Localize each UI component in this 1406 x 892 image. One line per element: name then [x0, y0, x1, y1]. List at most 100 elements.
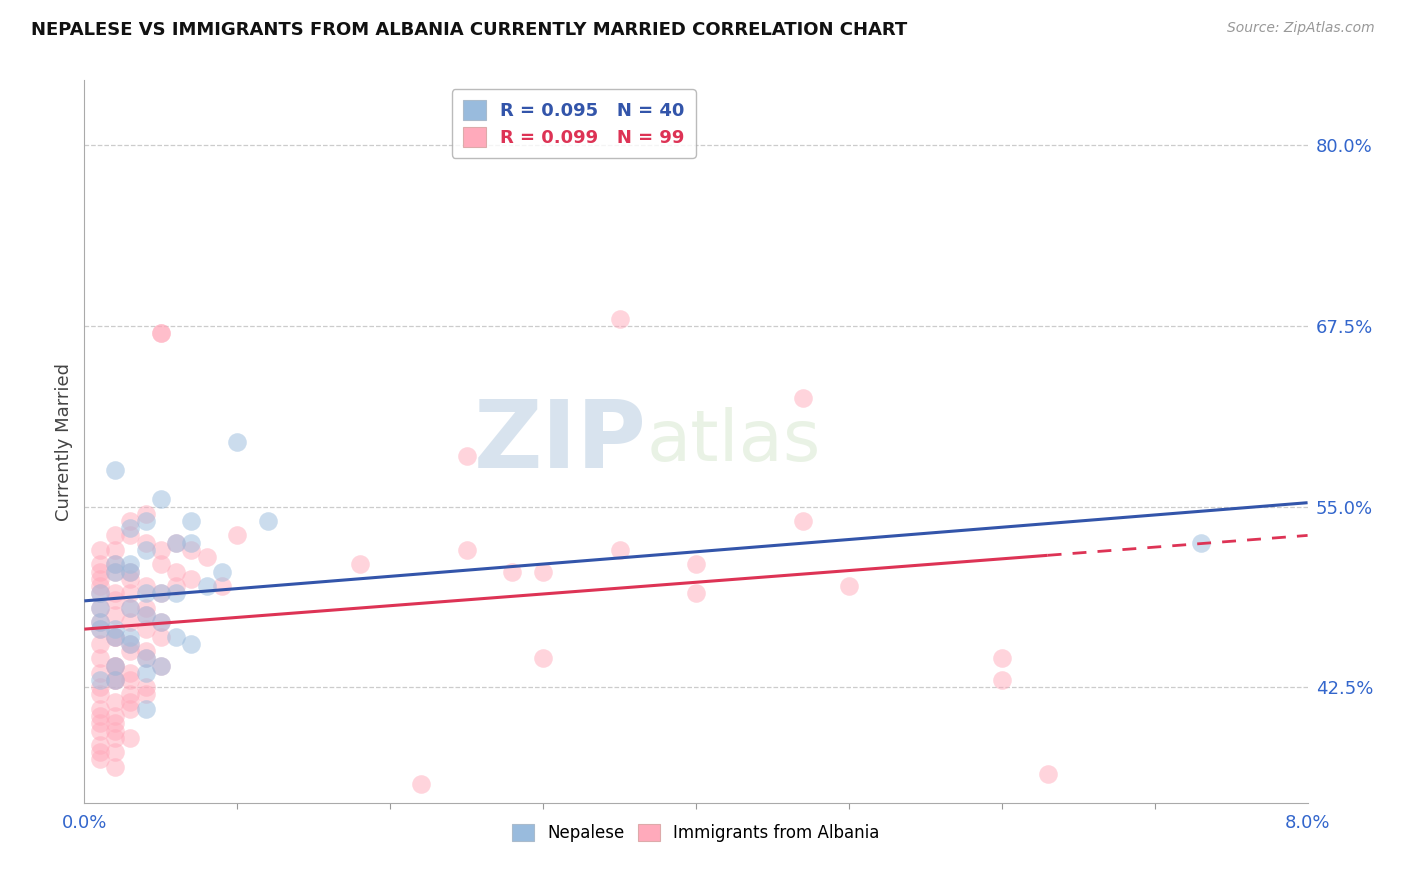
- Point: [991, 651, 1014, 665]
- Point: [149, 586, 172, 600]
- Point: [135, 623, 157, 637]
- Point: [135, 644, 157, 658]
- Point: [685, 558, 707, 572]
- Point: [211, 579, 233, 593]
- Point: [135, 607, 157, 622]
- Point: [685, 586, 707, 600]
- Point: [104, 593, 127, 607]
- Point: [165, 535, 187, 549]
- Point: [104, 673, 127, 687]
- Point: [120, 673, 142, 687]
- Point: [609, 311, 631, 326]
- Point: [120, 665, 142, 680]
- Point: [120, 695, 142, 709]
- Point: [89, 702, 111, 716]
- Point: [104, 607, 127, 622]
- Point: [104, 658, 127, 673]
- Point: [149, 558, 172, 572]
- Point: [838, 579, 860, 593]
- Point: [149, 658, 172, 673]
- Point: [257, 514, 280, 528]
- Point: [180, 637, 202, 651]
- Point: [89, 623, 111, 637]
- Point: [89, 565, 111, 579]
- Point: [89, 558, 111, 572]
- Point: [89, 738, 111, 752]
- Point: [120, 586, 142, 600]
- Point: [89, 723, 111, 738]
- Point: [89, 579, 111, 593]
- Point: [104, 630, 127, 644]
- Point: [149, 630, 172, 644]
- Point: [135, 651, 157, 665]
- Point: [89, 623, 111, 637]
- Point: [180, 572, 202, 586]
- Point: [226, 434, 249, 449]
- Point: [104, 630, 127, 644]
- Point: [531, 565, 554, 579]
- Point: [120, 565, 142, 579]
- Point: [135, 586, 157, 600]
- Point: [89, 687, 111, 701]
- Point: [89, 615, 111, 630]
- Point: [135, 680, 157, 694]
- Legend: Nepalese, Immigrants from Albania: Nepalese, Immigrants from Albania: [506, 817, 886, 848]
- Point: [104, 673, 127, 687]
- Point: [120, 637, 142, 651]
- Point: [135, 600, 157, 615]
- Point: [89, 586, 111, 600]
- Point: [89, 637, 111, 651]
- Point: [120, 600, 142, 615]
- Point: [89, 673, 111, 687]
- Point: [165, 579, 187, 593]
- Point: [104, 565, 127, 579]
- Point: [120, 600, 142, 615]
- Point: [89, 709, 111, 723]
- Point: [104, 630, 127, 644]
- Point: [89, 651, 111, 665]
- Point: [165, 535, 187, 549]
- Text: NEPALESE VS IMMIGRANTS FROM ALBANIA CURRENTLY MARRIED CORRELATION CHART: NEPALESE VS IMMIGRANTS FROM ALBANIA CURR…: [31, 21, 907, 39]
- Point: [104, 658, 127, 673]
- Point: [89, 586, 111, 600]
- Point: [104, 695, 127, 709]
- Point: [89, 745, 111, 759]
- Point: [89, 600, 111, 615]
- Point: [120, 565, 142, 579]
- Point: [409, 777, 432, 791]
- Point: [104, 731, 127, 745]
- Point: [89, 716, 111, 731]
- Point: [104, 745, 127, 759]
- Point: [531, 651, 554, 665]
- Point: [89, 680, 111, 694]
- Point: [120, 644, 142, 658]
- Point: [135, 535, 157, 549]
- Point: [149, 615, 172, 630]
- Point: [135, 702, 157, 716]
- Y-axis label: Currently Married: Currently Married: [55, 362, 73, 521]
- Point: [104, 709, 127, 723]
- Point: [149, 658, 172, 673]
- Point: [120, 687, 142, 701]
- Point: [104, 586, 127, 600]
- Point: [165, 565, 187, 579]
- Point: [165, 586, 187, 600]
- Point: [89, 572, 111, 586]
- Text: Source: ZipAtlas.com: Source: ZipAtlas.com: [1227, 21, 1375, 36]
- Point: [135, 651, 157, 665]
- Point: [149, 492, 172, 507]
- Point: [149, 326, 172, 340]
- Point: [120, 630, 142, 644]
- Point: [104, 673, 127, 687]
- Point: [502, 565, 524, 579]
- Point: [609, 542, 631, 557]
- Point: [104, 528, 127, 542]
- Point: [1189, 535, 1212, 549]
- Point: [149, 615, 172, 630]
- Point: [991, 673, 1014, 687]
- Point: [195, 550, 218, 565]
- Point: [456, 449, 478, 463]
- Point: [792, 514, 814, 528]
- Point: [120, 558, 142, 572]
- Point: [104, 558, 127, 572]
